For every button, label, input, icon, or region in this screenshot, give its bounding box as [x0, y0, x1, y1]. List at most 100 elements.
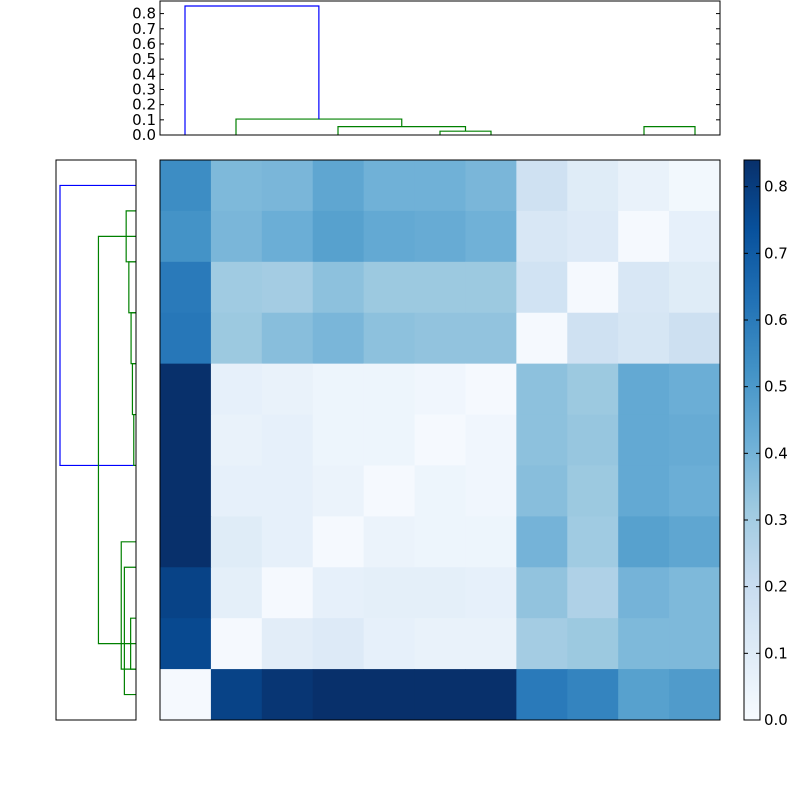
colorbar-bar [744, 160, 760, 720]
heatmap-cell [261, 210, 314, 263]
top-dendrogram-links [184, 5, 696, 135]
heatmap-panel [159, 159, 721, 721]
top-ytick-label: 0.3 [132, 80, 156, 98]
heatmap-cell [465, 516, 517, 568]
heatmap-cell [465, 414, 517, 466]
heatmap-cell [414, 618, 466, 670]
heatmap-cell [618, 516, 670, 568]
heatmap-cell [160, 261, 212, 314]
heatmap-cell [414, 363, 466, 416]
top-ytick-label: 0.0 [132, 126, 156, 144]
left-dendrogram-link [120, 541, 136, 670]
heatmap-cell [669, 160, 721, 212]
heatmap-cell [261, 414, 314, 466]
heatmap-cell [363, 261, 416, 314]
heatmap-cell [261, 363, 314, 416]
heatmap-cell [465, 363, 517, 416]
heatmap-cell [363, 669, 416, 721]
heatmap-cell [414, 516, 466, 568]
heatmap-cell [363, 618, 416, 670]
heatmap-cell [567, 516, 619, 568]
heatmap-cell [669, 618, 721, 670]
heatmap-cell [516, 210, 568, 263]
left-dendrogram-link [131, 363, 136, 416]
left-dendrogram-link [128, 261, 136, 314]
heatmap-cell [618, 261, 670, 314]
heatmap-cell [210, 516, 263, 568]
heatmap-cell [618, 160, 670, 212]
heatmap-cell [669, 363, 721, 416]
heatmap-cell [261, 567, 314, 619]
heatmap-cell [669, 414, 721, 466]
heatmap-cell [465, 160, 517, 212]
heatmap-cell [516, 160, 568, 212]
heatmap-cell [465, 567, 517, 619]
heatmap-frame [159, 159, 721, 721]
heatmap-cell [261, 312, 314, 365]
heatmap-cell [261, 516, 314, 568]
left-dendrogram-panel [55, 159, 137, 721]
heatmap-cell [312, 618, 365, 670]
heatmap-cell [567, 261, 619, 314]
heatmap-cell [567, 414, 619, 466]
heatmap-cell [669, 669, 721, 721]
heatmap-cell [210, 567, 263, 619]
heatmap-cell [414, 261, 466, 314]
heatmap-cell [210, 312, 263, 365]
top-dendrogram-link [184, 5, 320, 135]
heatmap-cell [160, 414, 212, 466]
heatmap-cell [414, 567, 466, 619]
heatmap-cell [567, 210, 619, 263]
left-dendrogram-link [123, 566, 136, 696]
colorbar: 0.0 0.1 0.2 0.3 0.4 0.5 0.6 0.7 0.8 [743, 159, 788, 729]
top-dendrogram-link [643, 126, 696, 135]
heatmap-cell [210, 363, 263, 416]
heatmap-cell [618, 618, 670, 670]
heatmap-cell [516, 312, 568, 365]
heatmap-cell [618, 210, 670, 263]
heatmap-cell [160, 312, 212, 365]
heatmap-cell [160, 516, 212, 568]
heatmap-cell [363, 363, 416, 416]
heatmap-cell [261, 261, 314, 314]
top-ytick-label: 0.7 [132, 20, 156, 38]
heatmap-cell [465, 261, 517, 314]
heatmap-cell [465, 465, 517, 517]
heatmap-cell [363, 210, 416, 263]
heatmap-cell [414, 465, 466, 517]
heatmap-cell [465, 210, 517, 263]
left-dendrogram-link [130, 617, 136, 670]
heatmap-cell [516, 516, 568, 568]
top-ytick-label: 0.4 [132, 65, 156, 83]
left-dendrogram-links [59, 184, 136, 696]
heatmap-cell [516, 363, 568, 416]
heatmap-cell [516, 618, 568, 670]
heatmap-cell [618, 567, 670, 619]
heatmap-cell [669, 567, 721, 619]
colorbar-tick-label: 0.1 [764, 644, 788, 662]
heatmap-cell [414, 210, 466, 263]
heatmap-cell [465, 312, 517, 365]
heatmap-cells [160, 160, 721, 721]
heatmap-cell [160, 160, 212, 212]
heatmap-cell [261, 669, 314, 721]
heatmap-cell [160, 465, 212, 517]
heatmap-cell [363, 567, 416, 619]
heatmap-cell [516, 414, 568, 466]
left-dendrogram-link [130, 312, 136, 365]
heatmap-cell [618, 465, 670, 517]
heatmap-cell [363, 414, 416, 466]
top-ytick-label: 0.8 [132, 5, 156, 23]
heatmap-cell [414, 160, 466, 212]
heatmap-cell [210, 160, 263, 212]
heatmap-cell [414, 414, 466, 466]
left-dendrogram-link [97, 235, 136, 645]
heatmap-cell [465, 669, 517, 721]
heatmap-cell [312, 414, 365, 466]
colorbar-tick-label: 0.6 [764, 311, 788, 329]
heatmap-cell [567, 465, 619, 517]
heatmap-cell [618, 363, 670, 416]
heatmap-cell [567, 312, 619, 365]
colorbar-tick-label: 0.5 [764, 378, 788, 396]
